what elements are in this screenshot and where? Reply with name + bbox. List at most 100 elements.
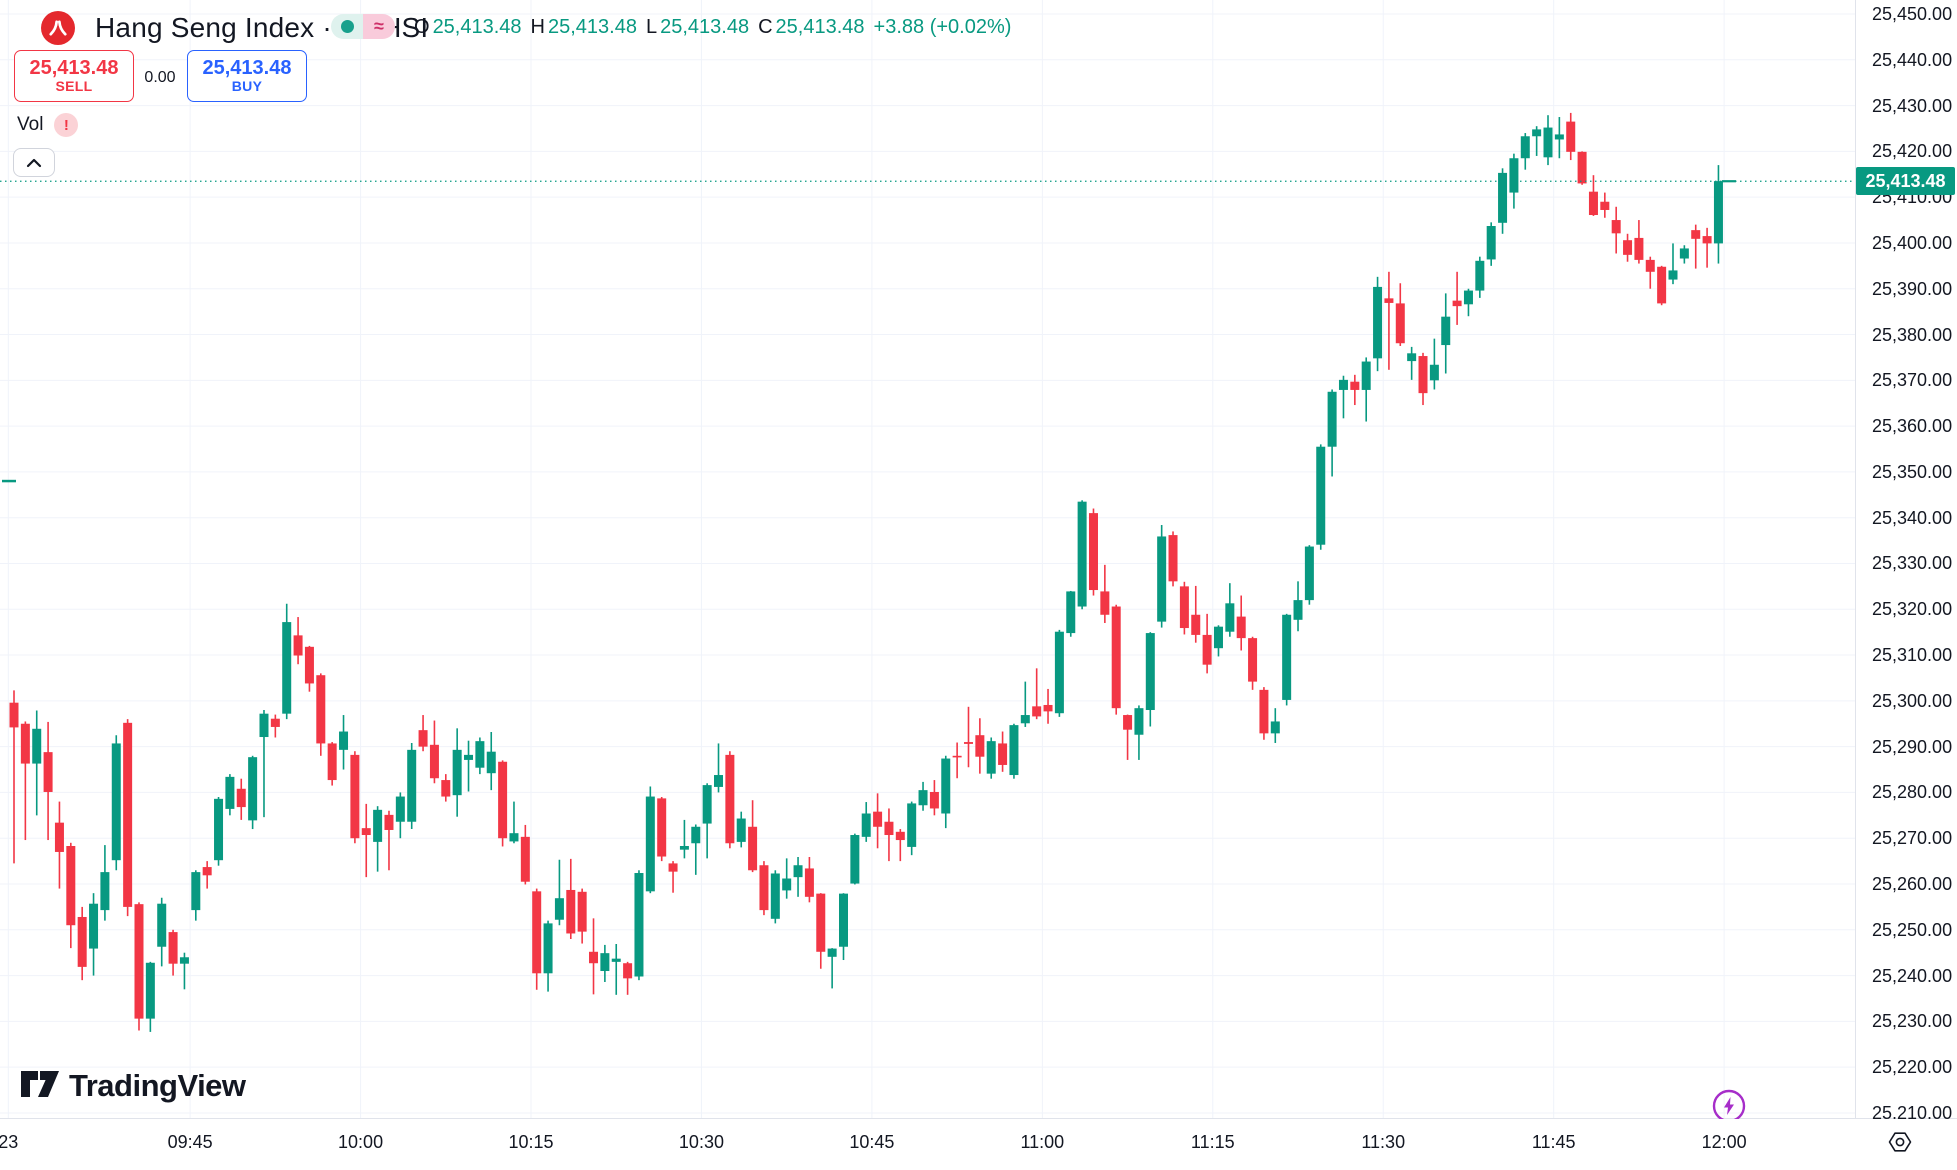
candle-body [600,953,610,972]
candle-body [1623,240,1633,255]
time-axis-label: 11:15 [1190,1132,1235,1152]
candle-body [725,754,735,844]
candle-body [77,916,87,967]
candle-body [679,846,689,850]
time-scale-separator [0,1118,1957,1119]
chevron-up-icon [26,158,42,167]
price-axis-label: 25,420.00 [1872,141,1953,162]
candle-body [1361,361,1371,390]
candle-body [714,775,724,787]
candle-body [191,872,201,911]
candle-body [1657,266,1667,304]
hsi-logo-icon [49,20,67,36]
candle-body [759,865,769,911]
warning-icon[interactable]: ! [54,113,79,137]
candle-body [1691,230,1701,239]
candle-body [1407,353,1417,362]
candle-body [339,731,349,750]
candle-body [793,865,803,878]
candle-body [236,788,246,808]
tradingview-watermark[interactable]: TradingView [20,1068,246,1104]
candle-body [316,675,326,744]
candle-body [429,744,439,779]
candle-body [1282,614,1292,700]
candle-body [1486,226,1496,260]
price-axis-label: 25,400.00 [1872,232,1953,253]
candle-body [1463,290,1473,305]
price-axis-label: 25,310.00 [1872,645,1953,666]
scale-settings-button[interactable] [1887,1129,1913,1160]
change-value: +3.88 (+0.02%) [873,16,1012,38]
candle-body [361,828,371,836]
candle-body [861,813,871,837]
candle-body [873,811,883,827]
time-scale[interactable]: 23 09:45 10:00 10:15 10:30 10:45 11:00 11:15 11:… [0,1119,1957,1170]
candle-body [1202,634,1212,665]
candle-body [214,798,224,861]
candle-body [770,873,780,919]
candle-body [1452,300,1462,307]
buy-button[interactable]: 25,413.48 BUY [187,50,307,102]
volume-indicator-row[interactable]: Vol ! [17,113,79,137]
high-label: H [530,16,545,38]
candle-body [895,831,905,841]
tradingview-logo-icon [21,1071,59,1097]
candle-body [1475,260,1485,291]
close-label: C [758,16,773,38]
candle-body [1373,286,1383,359]
close-value: 25,413.48 [775,16,865,38]
collapse-panel-button[interactable] [13,148,55,177]
candle-body [1270,721,1280,734]
candle-body [1236,616,1246,639]
buy-label: BUY [231,78,263,95]
candle-body [452,749,462,796]
ohlc-readout: O 25,413.48 H 25,413.48 L 25,413.48 C 25… [414,16,1011,39]
time-axis-label: 12:00 [1701,1132,1747,1152]
candle-body [1588,191,1598,216]
current-price-label: 25,413.48 [1856,167,1955,196]
price-axis-label: 25,360.00 [1872,416,1953,437]
candle-body [941,758,951,814]
candle-body [43,752,53,792]
price-axis-label: 25,330.00 [1872,553,1953,574]
price-axis-label: 25,370.00 [1872,370,1953,391]
candle-body [998,743,1008,765]
candle-body [1043,704,1053,712]
candle-body [520,836,530,882]
candle-body [509,833,519,842]
time-axis-label: 10:00 [338,1132,384,1152]
candle-body [384,814,394,830]
candle-body [168,932,178,964]
time-axis-label: 10:15 [508,1132,554,1152]
market-open-pill[interactable] [331,14,363,39]
delayed-data-pill[interactable]: ≈ [363,14,395,39]
candle-body [1702,236,1712,244]
sell-button[interactable]: 25,413.48 SELL [14,50,134,102]
candle-body [1123,715,1133,730]
candle-body [498,761,508,839]
symbol-logo-icon [41,11,75,45]
candle-body [1304,546,1314,601]
candle-body [225,776,235,809]
candle-body [373,809,383,842]
market-status-pills[interactable]: ≈ [331,14,395,39]
sell-label: SELL [55,78,93,95]
candle-body [1145,633,1155,711]
candle-body [1168,535,1178,582]
candle-body [1441,316,1451,346]
candle-body [1611,220,1621,234]
candle-body [407,749,417,822]
price-axis-label: 25,280.00 [1872,782,1953,803]
candle-body [270,718,280,727]
candle-body [1213,626,1223,649]
candle-body [54,822,64,852]
candle-body [1429,364,1439,381]
candle-body [589,951,599,964]
candle-body [816,893,826,952]
price-axis-label: 25,210.00 [1872,1102,1953,1123]
candle-body [157,903,167,947]
time-axis-label: 10:30 [678,1132,724,1152]
candle-body [1225,603,1235,632]
